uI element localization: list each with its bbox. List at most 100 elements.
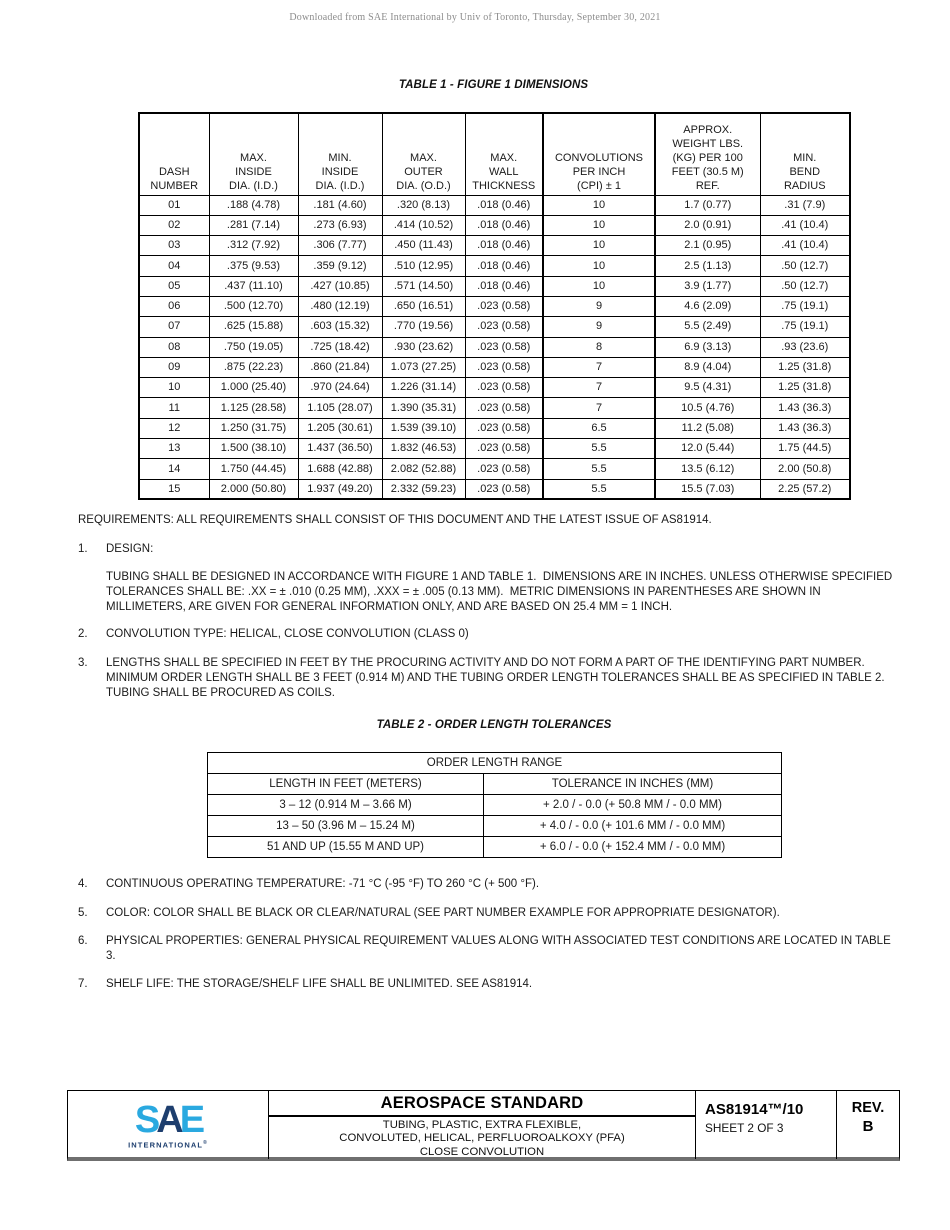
table1-cell: 10 <box>138 377 210 399</box>
col-min-inside-dia: MIN. INSIDE DIA. (I.D.) <box>297 112 383 196</box>
table1-cell: .023 (0.58) <box>464 417 544 440</box>
table1-cell: .500 (12.70) <box>208 295 299 318</box>
table1-cell: 8 <box>542 336 656 358</box>
table1-cell: 7 <box>542 377 656 399</box>
table1-cell: 2.00 (50.8) <box>759 458 851 480</box>
sheet-number: SHEET 2 OF 3 <box>705 1121 784 1135</box>
aerospace-standard-title: AEROSPACE STANDARD <box>269 1091 695 1117</box>
table1-cell: .450 (11.43) <box>381 235 466 257</box>
table1-cell: .571 (14.50) <box>381 275 466 297</box>
table1-cell: .750 (19.05) <box>208 336 299 358</box>
table1-cell: 1.750 (44.45) <box>208 458 299 480</box>
table1-cell: .018 (0.46) <box>464 235 544 257</box>
table1-cell: 1.390 (35.31) <box>381 397 466 419</box>
table1-cell: 09 <box>138 356 210 379</box>
table1-cell: .023 (0.58) <box>464 458 544 480</box>
sae-logo: SAE INTERNATIONAL® <box>128 1101 208 1149</box>
table1-cell: 1.000 (25.40) <box>208 377 299 399</box>
item-text: PHYSICAL PROPERTIES: GENERAL PHYSICAL RE… <box>106 935 894 962</box>
item-text: DESIGN: <box>106 543 154 555</box>
list-item-2: 2. CONVOLUTION TYPE: HELICAL, CLOSE CONV… <box>78 627 896 642</box>
table-row: 06.500 (12.70) .480 (12.19) .650 (16.51) .0… <box>138 295 851 318</box>
table-row: 13 – 50 (3.96 M – 15.24 M) + 4.0 / - 0.0… <box>207 815 782 837</box>
standard-subtitle: TUBING, PLASTIC, EXTRA FLEXIBLE, CONVOLU… <box>339 1119 625 1158</box>
table1-cell: 1.688 (42.88) <box>297 458 383 480</box>
table-row: 09.875 (22.23) .860 (21.84) 1.073 (27.25).… <box>138 356 851 379</box>
table1-cell: .273 (6.93) <box>297 214 383 237</box>
table1-cell: .625 (15.88) <box>208 316 299 338</box>
table1-cell: 12.0 (5.44) <box>654 438 761 460</box>
table1-cell: 5.5 <box>542 458 656 480</box>
table1-cell: .75 (19.1) <box>759 295 851 318</box>
table1-cell: 10 <box>542 194 656 216</box>
table1-dimensions: DASH NUMBER MAX. INSIDE DIA. (I.D.) MIN.… <box>138 112 851 501</box>
tolerance-cell: + 4.0 / - 0.0 (+ 101.6 MM / - 0.0 MM) <box>483 815 782 837</box>
table1-cell: 1.43 (36.3) <box>759 397 851 419</box>
table-row: 12 1.250 (31.75) 1.205 (30.61) 1.539 (39.10… <box>138 417 851 440</box>
table1-cell: 2.332 (59.23) <box>381 478 466 500</box>
table1-cell: .359 (9.12) <box>297 255 383 277</box>
table-row: 03.312 (7.92) .306 (7.77) .450 (11.43) .018… <box>138 235 851 257</box>
table1-cell: 1.073 (27.25) <box>381 356 466 379</box>
table1-title: TABLE 1 - FIGURE 1 DIMENSIONS <box>398 79 589 91</box>
rev-value: B <box>862 1118 874 1135</box>
table1-cell: .018 (0.46) <box>464 194 544 216</box>
sae-international-wordmark: INTERNATIONAL® <box>128 1140 208 1150</box>
table1-cell: 10 <box>542 235 656 257</box>
table1-cell: .930 (23.62) <box>381 336 466 358</box>
table1-body: 01.188 (4.78) .181 (4.60) .320 (8.13) .018 … <box>138 194 851 500</box>
table1-cell: 7 <box>542 356 656 379</box>
item-text: LENGTHS SHALL BE SPECIFIED IN FEET BY TH… <box>106 657 888 699</box>
table1-cell: 4.6 (2.09) <box>654 295 761 318</box>
table1-cell: 6.5 <box>542 417 656 440</box>
table1-cell: 10 <box>542 275 656 297</box>
table1-cell: .603 (15.32) <box>297 316 383 338</box>
table1-cell: .510 (12.95) <box>381 255 466 277</box>
table1-cell: 04 <box>138 255 210 277</box>
tolerance-cell: + 2.0 / - 0.0 (+ 50.8 MM / - 0.0 MM) <box>483 794 782 816</box>
registered-mark: ® <box>203 1140 208 1147</box>
tolerance-cell: + 6.0 / - 0.0 (+ 152.4 MM / - 0.0 MM) <box>483 836 782 858</box>
item-number: 4. <box>78 878 88 890</box>
list-item-1: 1. DESIGN: <box>78 542 896 557</box>
table1-cell: .375 (9.53) <box>208 255 299 277</box>
item-number: 1. <box>78 543 88 555</box>
table1-cell: .018 (0.46) <box>464 275 544 297</box>
logo-cell: SAE INTERNATIONAL® <box>68 1091 268 1159</box>
list-item-7: 7. SHELF LIFE: THE STORAGE/SHELF LIFE SH… <box>78 977 896 992</box>
table1-cell: 1.75 (44.5) <box>759 438 851 460</box>
col-approx-weight: APPROX. WEIGHT LBS. (KG) PER 100 FEET (3… <box>654 112 761 196</box>
table1-cell: 2.5 (1.13) <box>654 255 761 277</box>
table1-cell: .023 (0.58) <box>464 478 544 500</box>
item-text: CONVOLUTION TYPE: HELICAL, CLOSE CONVOLU… <box>106 628 469 640</box>
table1-cell: 1.25 (31.8) <box>759 377 851 399</box>
table1-cell: 2.000 (50.80) <box>208 478 299 500</box>
table1-cell: 10 <box>542 214 656 237</box>
table-row: 01.188 (4.78) .181 (4.60) .320 (8.13) .018 … <box>138 194 851 216</box>
table1-cell: 11 <box>138 397 210 419</box>
table2-span-header-row: ORDER LENGTH RANGE <box>207 752 782 774</box>
list-item-6: 6. PHYSICAL PROPERTIES: GENERAL PHYSICAL… <box>78 934 896 964</box>
table1-cell: .023 (0.58) <box>464 316 544 338</box>
table1-cell: .50 (12.7) <box>759 275 851 297</box>
table1-cell: 7 <box>542 397 656 419</box>
table1-cell: 10 <box>542 255 656 277</box>
col-max-inside-dia: MAX. INSIDE DIA. (I.D.) <box>208 112 299 196</box>
table1-cell: 15.5 (7.03) <box>654 478 761 500</box>
table-row: 10 1.000 (25.40) .970 (24.64) 1.226 (31.14)… <box>138 377 851 399</box>
table-row: 07.625 (15.88) .603 (15.32) .770 (19.56) .0… <box>138 316 851 338</box>
col-convolutions-per-inch: CONVOLUTIONS PER INCH (CPI) ± 1 <box>542 112 656 196</box>
table1-cell: .023 (0.58) <box>464 397 544 419</box>
table1-cell: 13.5 (6.12) <box>654 458 761 480</box>
table1-cell: 06 <box>138 295 210 318</box>
table1-cell: 15 <box>138 478 210 500</box>
list-item-3: 3. LENGTHS SHALL BE SPECIFIED IN FEET BY… <box>78 656 896 701</box>
table1-cell: 1.500 (38.10) <box>208 438 299 460</box>
requirements-intro: REQUIREMENTS: ALL REQUIREMENTS SHALL CON… <box>78 514 712 526</box>
table1-cell: .93 (23.6) <box>759 336 851 358</box>
standard-title-cell: AEROSPACE STANDARD TUBING, PLASTIC, EXTR… <box>268 1091 695 1160</box>
table1-cell: 5.5 (2.49) <box>654 316 761 338</box>
col-length-in-feet: LENGTH IN FEET (METERS) <box>207 773 484 795</box>
table1-cell: 1.832 (46.53) <box>381 438 466 460</box>
